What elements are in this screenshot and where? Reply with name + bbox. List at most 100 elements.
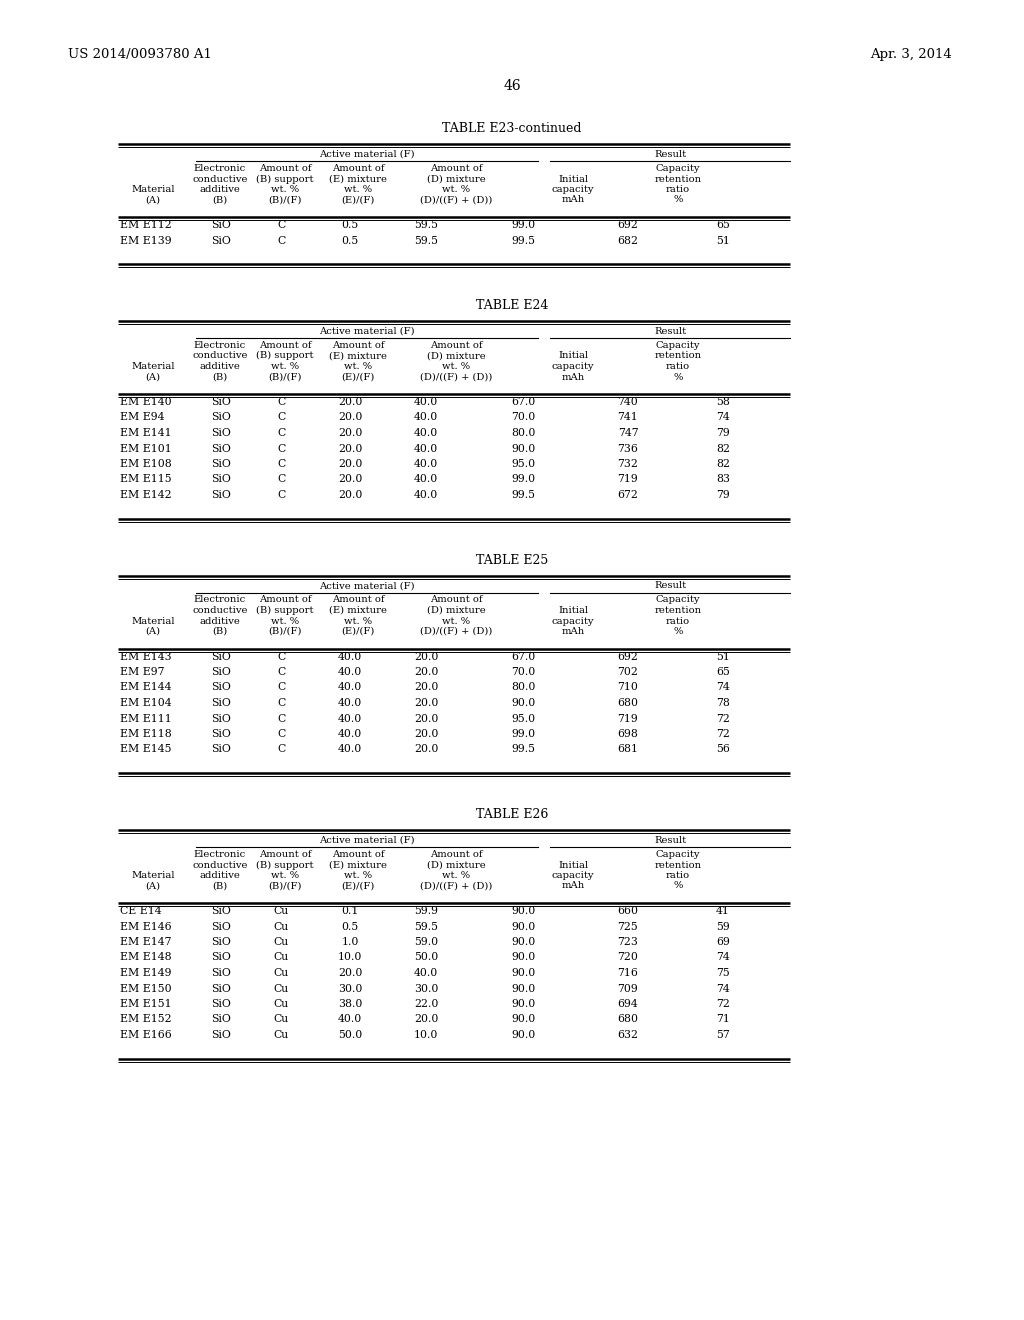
Text: 20.0: 20.0 bbox=[414, 744, 438, 755]
Text: 702: 702 bbox=[617, 667, 638, 677]
Text: Initial: Initial bbox=[558, 351, 588, 360]
Text: 698: 698 bbox=[617, 729, 638, 739]
Text: C: C bbox=[276, 744, 285, 755]
Text: SiO: SiO bbox=[211, 474, 231, 484]
Text: 20.0: 20.0 bbox=[338, 444, 362, 454]
Text: 59.0: 59.0 bbox=[414, 937, 438, 946]
Text: 79: 79 bbox=[716, 428, 730, 438]
Text: 95.0: 95.0 bbox=[511, 459, 536, 469]
Text: 70.0: 70.0 bbox=[511, 412, 536, 422]
Text: 90.0: 90.0 bbox=[511, 968, 536, 978]
Text: SiO: SiO bbox=[211, 968, 231, 978]
Text: Cu: Cu bbox=[273, 937, 289, 946]
Text: 22.0: 22.0 bbox=[414, 999, 438, 1008]
Text: 20.0: 20.0 bbox=[414, 714, 438, 723]
Text: (B) support: (B) support bbox=[256, 861, 313, 870]
Text: 99.0: 99.0 bbox=[511, 729, 536, 739]
Text: wt. %: wt. % bbox=[344, 362, 372, 371]
Text: 632: 632 bbox=[617, 1030, 639, 1040]
Text: 59.9: 59.9 bbox=[414, 906, 438, 916]
Text: 40.0: 40.0 bbox=[414, 968, 438, 978]
Text: 78: 78 bbox=[716, 698, 730, 708]
Text: wt. %: wt. % bbox=[271, 616, 299, 626]
Text: Cu: Cu bbox=[273, 921, 289, 932]
Text: EM E101: EM E101 bbox=[120, 444, 172, 454]
Text: (E)/(F): (E)/(F) bbox=[341, 195, 375, 205]
Text: Amount of: Amount of bbox=[430, 341, 482, 350]
Text: 90.0: 90.0 bbox=[511, 983, 536, 994]
Text: EM E144: EM E144 bbox=[120, 682, 171, 693]
Text: 40.0: 40.0 bbox=[338, 698, 362, 708]
Text: Material: Material bbox=[131, 871, 175, 880]
Text: Amount of: Amount of bbox=[259, 850, 311, 859]
Text: 40.0: 40.0 bbox=[414, 412, 438, 422]
Text: 72: 72 bbox=[716, 714, 730, 723]
Text: Active material (F): Active material (F) bbox=[319, 150, 415, 158]
Text: 90.0: 90.0 bbox=[511, 906, 536, 916]
Text: (B): (B) bbox=[212, 372, 227, 381]
Text: 20.0: 20.0 bbox=[414, 652, 438, 661]
Text: 72: 72 bbox=[716, 729, 730, 739]
Text: 672: 672 bbox=[617, 490, 638, 500]
Text: 741: 741 bbox=[617, 412, 638, 422]
Text: 90.0: 90.0 bbox=[511, 698, 536, 708]
Text: C: C bbox=[276, 235, 285, 246]
Text: Amount of: Amount of bbox=[430, 850, 482, 859]
Text: 99.0: 99.0 bbox=[511, 474, 536, 484]
Text: SiO: SiO bbox=[211, 999, 231, 1008]
Text: capacity: capacity bbox=[552, 871, 594, 880]
Text: 90.0: 90.0 bbox=[511, 444, 536, 454]
Text: 99.0: 99.0 bbox=[511, 220, 536, 230]
Text: 99.5: 99.5 bbox=[511, 490, 535, 500]
Text: additive: additive bbox=[200, 616, 241, 626]
Text: SiO: SiO bbox=[211, 652, 231, 661]
Text: TABLE E26: TABLE E26 bbox=[476, 808, 548, 821]
Text: TABLE E24: TABLE E24 bbox=[476, 300, 548, 312]
Text: 20.0: 20.0 bbox=[414, 667, 438, 677]
Text: Active material (F): Active material (F) bbox=[319, 327, 415, 337]
Text: 719: 719 bbox=[617, 474, 638, 484]
Text: 660: 660 bbox=[617, 906, 639, 916]
Text: Result: Result bbox=[654, 836, 686, 845]
Text: 51: 51 bbox=[716, 235, 730, 246]
Text: Initial: Initial bbox=[558, 861, 588, 870]
Text: 692: 692 bbox=[617, 220, 638, 230]
Text: 40.0: 40.0 bbox=[414, 490, 438, 500]
Text: (D)/((F) + (D)): (D)/((F) + (D)) bbox=[420, 372, 493, 381]
Text: EM E149: EM E149 bbox=[120, 968, 171, 978]
Text: capacity: capacity bbox=[552, 616, 594, 626]
Text: conductive: conductive bbox=[193, 351, 248, 360]
Text: 710: 710 bbox=[617, 682, 638, 693]
Text: (B) support: (B) support bbox=[256, 351, 313, 360]
Text: 0.1: 0.1 bbox=[341, 906, 358, 916]
Text: 20.0: 20.0 bbox=[338, 490, 362, 500]
Text: Cu: Cu bbox=[273, 906, 289, 916]
Text: %: % bbox=[674, 372, 683, 381]
Text: 10.0: 10.0 bbox=[338, 953, 362, 962]
Text: Amount of: Amount of bbox=[259, 341, 311, 350]
Text: 59.5: 59.5 bbox=[414, 220, 438, 230]
Text: 95.0: 95.0 bbox=[511, 714, 536, 723]
Text: EM E97: EM E97 bbox=[120, 667, 165, 677]
Text: %: % bbox=[674, 195, 683, 205]
Text: (D)/((F) + (D)): (D)/((F) + (D)) bbox=[420, 627, 493, 636]
Text: 40.0: 40.0 bbox=[414, 459, 438, 469]
Text: C: C bbox=[276, 490, 285, 500]
Text: (D) mixture: (D) mixture bbox=[427, 174, 485, 183]
Text: Amount of: Amount of bbox=[430, 595, 482, 605]
Text: (B) support: (B) support bbox=[256, 606, 313, 615]
Text: C: C bbox=[276, 444, 285, 454]
Text: Amount of: Amount of bbox=[259, 595, 311, 605]
Text: (E)/(F): (E)/(F) bbox=[341, 882, 375, 891]
Text: 50.0: 50.0 bbox=[414, 953, 438, 962]
Text: SiO: SiO bbox=[211, 714, 231, 723]
Text: C: C bbox=[276, 652, 285, 661]
Text: mAh: mAh bbox=[561, 195, 585, 205]
Text: EM E145: EM E145 bbox=[120, 744, 171, 755]
Text: 732: 732 bbox=[617, 459, 638, 469]
Text: (D)/((F) + (D)): (D)/((F) + (D)) bbox=[420, 882, 493, 891]
Text: Result: Result bbox=[654, 150, 686, 158]
Text: (B)/(F): (B)/(F) bbox=[268, 882, 302, 891]
Text: 82: 82 bbox=[716, 459, 730, 469]
Text: 736: 736 bbox=[617, 444, 638, 454]
